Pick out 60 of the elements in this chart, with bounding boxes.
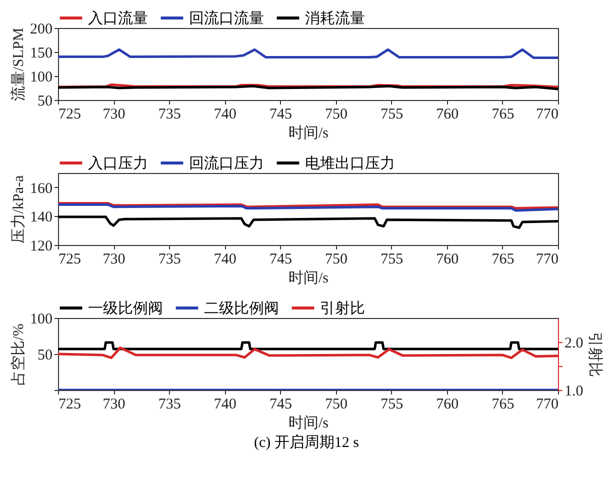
x-tick-label: 760 bbox=[436, 396, 459, 412]
x-tick-label: 730 bbox=[102, 396, 126, 412]
x-axis-title: 时间/s bbox=[288, 124, 329, 142]
y-tick-label: 150 bbox=[30, 46, 52, 62]
x-tick-label: 745 bbox=[269, 252, 292, 268]
x-tick-label: 755 bbox=[380, 252, 404, 268]
y2-axis-title: 引射比 bbox=[586, 332, 604, 377]
x-tick-label: 770 bbox=[536, 106, 558, 122]
legend-label: 电堆出口压力 bbox=[305, 155, 395, 172]
legend-label: 一级比例阀 bbox=[88, 300, 163, 317]
y-tick-label: 50 bbox=[38, 94, 52, 110]
x-tick-label: 740 bbox=[214, 252, 236, 268]
legend-label: 入口流量 bbox=[88, 10, 148, 27]
legend-label: 消耗流量 bbox=[305, 10, 365, 27]
x-tick-label: 725 bbox=[58, 252, 81, 268]
text: (c) 开启周期12 s bbox=[253, 433, 360, 452]
x-tick-label: 755 bbox=[380, 396, 404, 412]
x-tick-label: 765 bbox=[492, 396, 514, 412]
line-series bbox=[58, 48, 558, 60]
x-tick-label: 735 bbox=[158, 106, 181, 122]
y-axis-title: 占空比/% bbox=[10, 324, 27, 386]
y-axis-title: 流量/SLPM bbox=[10, 28, 27, 102]
x-tick-label: 745 bbox=[269, 396, 292, 412]
x-tick-label: 725 bbox=[58, 106, 81, 122]
x-tick-label: 745 bbox=[269, 106, 292, 122]
y-tick-label: 140 bbox=[30, 210, 52, 226]
legend-label: 入口压力 bbox=[88, 155, 148, 172]
x-tick-label: 765 bbox=[492, 106, 514, 122]
x-tick-label: 730 bbox=[102, 106, 126, 122]
legend-label: 回流口流量 bbox=[189, 10, 264, 27]
legend-label: 引射比 bbox=[320, 300, 365, 317]
x-tick-label: 760 bbox=[436, 252, 459, 268]
y-tick-label: 200 bbox=[30, 22, 52, 38]
x-tick-label: 750 bbox=[325, 106, 348, 122]
x-axis-title: 时间/s bbox=[288, 414, 329, 432]
x-tick-label: 735 bbox=[158, 396, 181, 412]
x-axis-title: 时间/s bbox=[288, 270, 329, 286]
x-tick-label: 770 bbox=[536, 252, 558, 268]
y2-tick-label: 1.0 bbox=[564, 384, 584, 400]
x-tick-label: 725 bbox=[58, 396, 81, 412]
x-tick-label: 730 bbox=[102, 252, 126, 268]
legend-label: 二级比例阀 bbox=[204, 300, 279, 317]
y2-tick-label: 2.0 bbox=[564, 336, 584, 352]
x-tick-label: 750 bbox=[325, 396, 348, 412]
x-tick-label: 740 bbox=[214, 396, 236, 412]
y-tick-label: 100 bbox=[30, 70, 52, 86]
x-tick-label: 770 bbox=[536, 396, 558, 412]
y-tick-label: 50 bbox=[38, 348, 52, 364]
x-tick-label: 750 bbox=[325, 252, 348, 268]
x-tick-label: 735 bbox=[158, 252, 181, 268]
y-axis-title: 压力/kPa-a bbox=[10, 175, 27, 244]
y-tick-label: 160 bbox=[30, 180, 52, 197]
x-tick-label: 740 bbox=[214, 106, 236, 122]
x-tick-label: 765 bbox=[492, 252, 514, 268]
x-tick-label: 755 bbox=[380, 106, 404, 122]
y-tick-label: 100 bbox=[30, 312, 52, 328]
line-series bbox=[58, 216, 558, 229]
x-tick-label: 760 bbox=[436, 106, 459, 122]
legend-label: 回流口压力 bbox=[189, 155, 264, 172]
y-tick-label: 120 bbox=[30, 238, 52, 254]
